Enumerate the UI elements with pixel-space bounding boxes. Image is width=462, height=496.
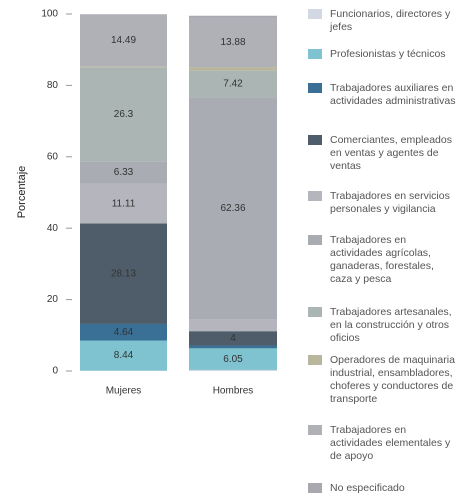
y-tick-label: 40 [47, 223, 59, 234]
legend-item: Trabajadores en actividades agrícolas, g… [308, 234, 458, 286]
legend-item: Trabajadores en servicios personales y v… [308, 190, 458, 216]
legend-swatch [308, 307, 322, 317]
data-label: 6.05 [223, 354, 243, 365]
data-label: 7.42 [223, 79, 243, 90]
legend-label: Trabajadores artesanales, en la construc… [330, 306, 452, 344]
legend-label: Funcionarios, directores y jefes [330, 8, 451, 33]
bar-segment [80, 323, 167, 341]
legend-item: Operadores de maquinaria industrial, ens… [308, 354, 458, 406]
bar-segment [189, 369, 277, 371]
data-label: 6.33 [114, 167, 134, 178]
x-tick-label: Mujeres [106, 386, 142, 397]
legend-label: No especificado [330, 482, 405, 494]
legend-item: Funcionarios, directores y jefes [308, 8, 458, 34]
legend-item: Trabajadores artesanales, en la construc… [308, 306, 458, 345]
chart: Porcentaje 0 20 40 60 80 100 Mujeres 8.44 4.64 28… [16, 9, 277, 397]
legend-label: Operadores de maquinaria industrial, ens… [330, 354, 455, 405]
y-tick-label: 100 [41, 9, 58, 20]
bar-segment [80, 340, 167, 371]
bar-segment [189, 97, 277, 320]
data-label: 4.64 [114, 327, 134, 338]
data-label: 14.49 [111, 35, 136, 46]
legend-swatch [308, 135, 322, 145]
bar-segment [80, 67, 167, 162]
legend-label: Comerciantes, empleados en ventas y agen… [330, 134, 452, 172]
data-label: 26.3 [114, 109, 134, 120]
bar-segment [189, 331, 277, 346]
legend-item: Trabajadores auxiliares en actividades a… [308, 82, 458, 108]
bar-segment [189, 17, 277, 68]
y-tick-label: 0 [52, 366, 58, 377]
bar-segment [189, 348, 277, 370]
legend-item: Comerciantes, empleados en ventas y agen… [308, 134, 458, 173]
bar-segment [80, 66, 167, 68]
bar-segment [189, 15, 277, 18]
bar-segment [189, 70, 277, 98]
y-tick-label: 60 [47, 151, 59, 162]
legend-item: Trabajadores en actividades elementales … [308, 424, 458, 463]
data-label: 62.36 [220, 203, 245, 214]
legend-swatch [308, 235, 322, 245]
legend-label: Trabajadores auxiliares en actividades a… [330, 82, 456, 107]
data-label: 13.88 [220, 37, 245, 48]
legend-swatch [308, 191, 322, 201]
legend-swatch [308, 83, 322, 93]
bar-segment [80, 183, 167, 224]
data-label: 11.11 [112, 198, 136, 209]
bar-segment [80, 14, 167, 67]
bar-segment [189, 345, 277, 349]
y-axis-label: Porcentaje [16, 166, 28, 219]
legend-label: Trabajadores en actividades elementales … [330, 424, 451, 462]
data-label: 4 [230, 333, 236, 344]
bar-segment [80, 161, 167, 184]
data-label: 28.13 [111, 268, 136, 279]
legend-item: Profesionistas y técnicos [308, 48, 446, 61]
data-label: 8.44 [114, 350, 134, 361]
bar-segment [189, 67, 277, 71]
legend-swatch [308, 9, 322, 19]
legend-swatch [308, 49, 322, 59]
legend-item: No especificado [308, 482, 405, 495]
y-tick-label: 20 [47, 294, 59, 305]
legend-label: Trabajadores en servicios personales y v… [330, 190, 450, 215]
legend-swatch [308, 425, 322, 435]
bar-segment [80, 223, 167, 324]
bar-segment [189, 319, 277, 332]
y-tick-label: 80 [47, 80, 59, 91]
legend-label: Profesionistas y técnicos [330, 48, 446, 60]
legend-swatch [308, 483, 322, 493]
legend-swatch [308, 355, 322, 365]
x-tick-label: Hombres [213, 386, 254, 397]
legend-label: Trabajadores en actividades agrícolas, g… [330, 234, 434, 285]
